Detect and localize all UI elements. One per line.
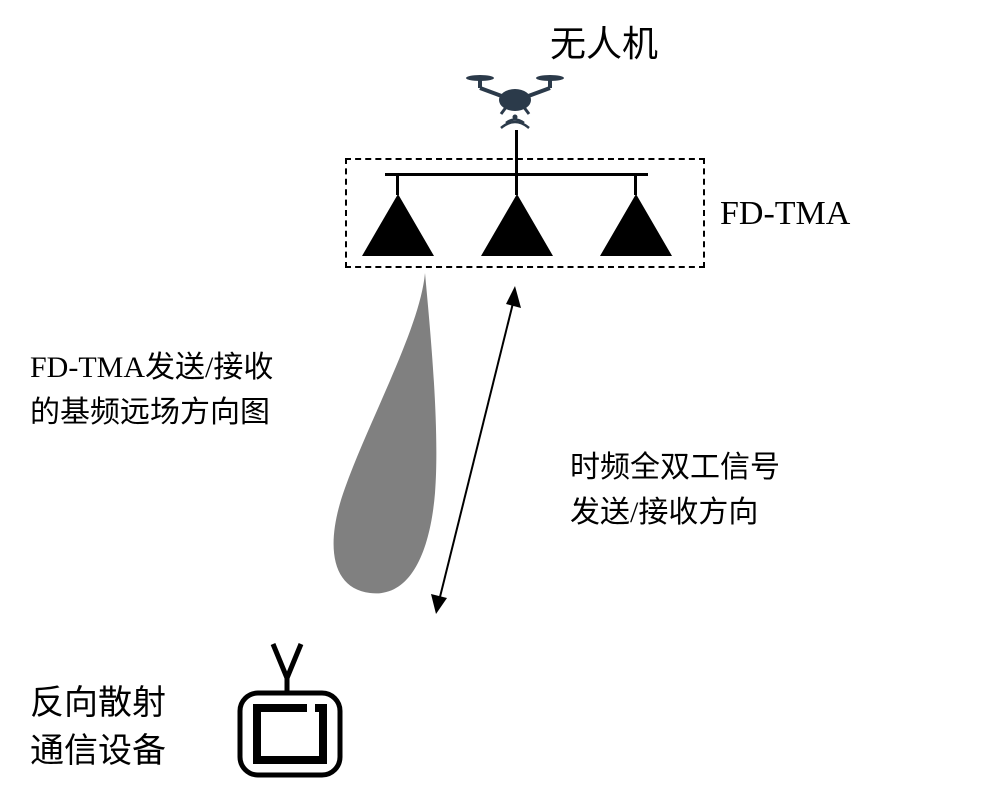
antenna-stem-1	[396, 173, 399, 195]
antenna-main-stem	[515, 130, 518, 173]
antenna-stem-2	[515, 173, 518, 195]
beam-label: FD-TMA发送/接收 的基频远场方向图	[30, 345, 273, 435]
antenna-stem-3	[634, 173, 637, 195]
fdtma-label: FD-TMA	[720, 195, 850, 233]
antenna-element-2	[481, 194, 553, 256]
signal-label: 时频全双工信号 发送/接收方向	[570, 445, 780, 535]
backscatter-device-icon	[235, 638, 355, 793]
antenna-element-1	[362, 194, 434, 256]
antenna-element-3	[600, 194, 672, 256]
signal-direction-arrow	[410, 280, 550, 635]
drone-label: 无人机	[550, 15, 658, 67]
device-label: 反向散射 通信设备	[30, 680, 166, 775]
